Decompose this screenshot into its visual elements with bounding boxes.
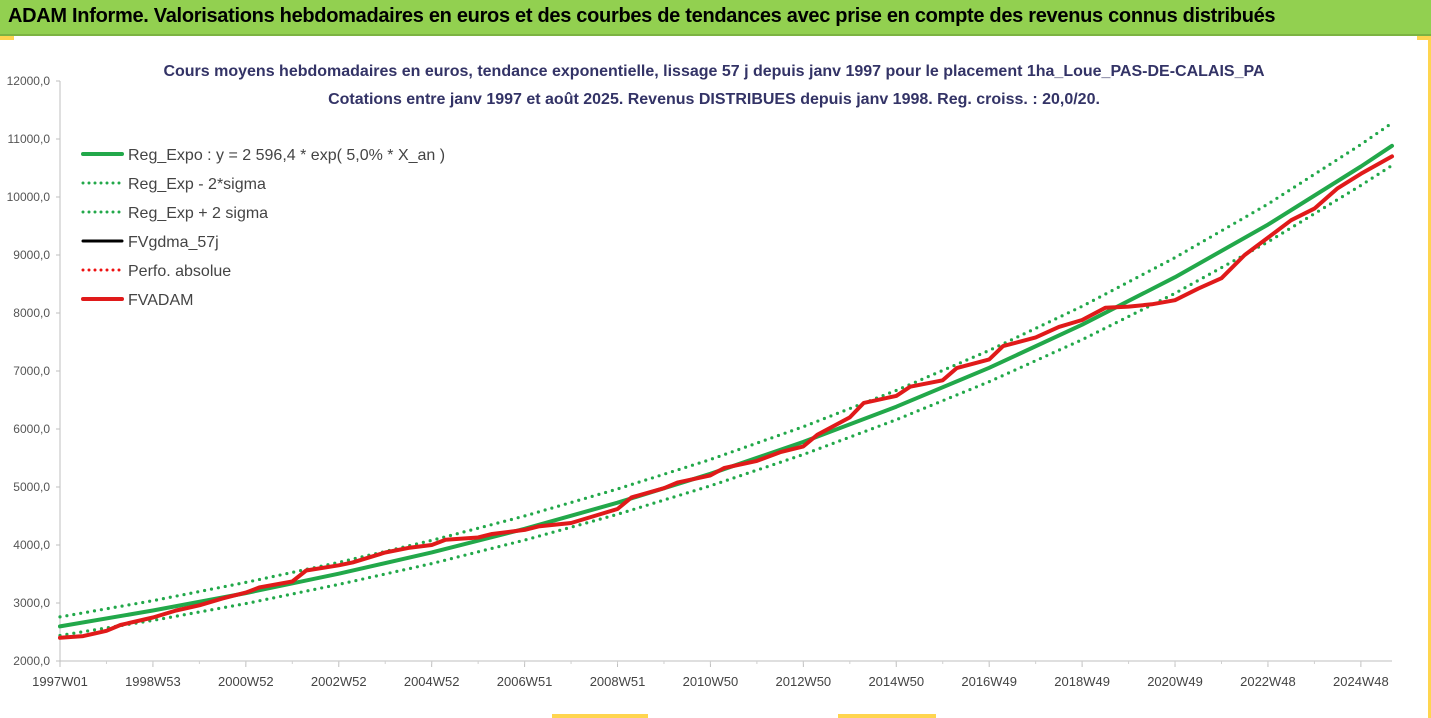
- x-tick-label: 2018W49: [1054, 674, 1110, 689]
- series-line-4: [58, 154, 1394, 640]
- legend-label: FVgdma_57j: [128, 234, 219, 251]
- legend-label: Reg_Expo : y = 2 596,4 * exp( 5,0% * X_a…: [128, 147, 445, 164]
- y-tick-label: 8000,0: [13, 306, 50, 320]
- x-tick-label: 2014W50: [868, 674, 924, 689]
- corner-marker: [0, 36, 14, 40]
- series-line-5: [58, 154, 1394, 640]
- banner: ADAM Informe. Valorisations hebdomadaire…: [0, 0, 1431, 36]
- x-tick-label: 2000W52: [218, 674, 274, 689]
- y-tick-label: 3000,0: [13, 596, 50, 610]
- y-tick-label: 7000,0: [13, 364, 50, 378]
- x-tick-label: 2024W48: [1333, 674, 1389, 689]
- series-line-2: [58, 121, 1394, 619]
- x-tick-label: 2020W49: [1147, 674, 1203, 689]
- y-tick-label: 11000,0: [8, 132, 51, 146]
- corner-marker: [1417, 36, 1431, 40]
- y-tick-label: 9000,0: [13, 248, 50, 262]
- series-line-1: [58, 163, 1394, 638]
- right-edge-border: [1428, 36, 1431, 718]
- corner-marker: [552, 714, 648, 718]
- banner-title: ADAM Informe. Valorisations hebdomadaire…: [8, 5, 1276, 27]
- x-tick-label: 1998W53: [125, 674, 181, 689]
- x-tick-label: 2010W50: [683, 674, 739, 689]
- y-tick-label: 4000,0: [13, 538, 50, 552]
- legend-label: Perfo. absolue: [128, 263, 231, 280]
- x-tick-label: 2004W52: [404, 674, 460, 689]
- x-tick-label: 2002W52: [311, 674, 367, 689]
- y-tick-label: 12000,0: [7, 74, 51, 88]
- legend-label: Reg_Exp + 2 sigma: [128, 205, 268, 222]
- y-tick-label: 2000,0: [13, 654, 50, 668]
- plot-area: [58, 121, 1394, 640]
- axes: 2000,0 3000,0 4000,0 5000,0 6000,0 7000,0 8000…: [7, 74, 1392, 689]
- x-tick-label: 2022W48: [1240, 674, 1296, 689]
- x-tick-label: 2016W49: [961, 674, 1017, 689]
- legend: Reg_Expo : y = 2 596,4 * exp( 5,0% * X_a…: [81, 147, 445, 309]
- y-tick-label: 10000,0: [7, 190, 51, 204]
- corner-marker: [838, 714, 936, 718]
- x-tick-label: 2006W51: [497, 674, 553, 689]
- y-tick-label: 6000,0: [13, 422, 50, 436]
- series-line-3: [58, 154, 1394, 640]
- chart: Cours moyens hebdomadaires en euros, ten…: [7, 63, 1394, 689]
- x-tick-label: 2012W50: [776, 674, 832, 689]
- x-tick-label: 1997W01: [32, 674, 88, 689]
- chart-subtitle: Cotations entre janv 1997 et août 2025. …: [328, 91, 1100, 108]
- legend-label: FVADAM: [128, 292, 193, 309]
- x-tick-label: 2008W51: [590, 674, 646, 689]
- y-tick-label: 5000,0: [13, 480, 50, 494]
- legend-label: Reg_Exp - 2*sigma: [128, 176, 266, 193]
- chart-title: Cours moyens hebdomadaires en euros, ten…: [163, 63, 1265, 80]
